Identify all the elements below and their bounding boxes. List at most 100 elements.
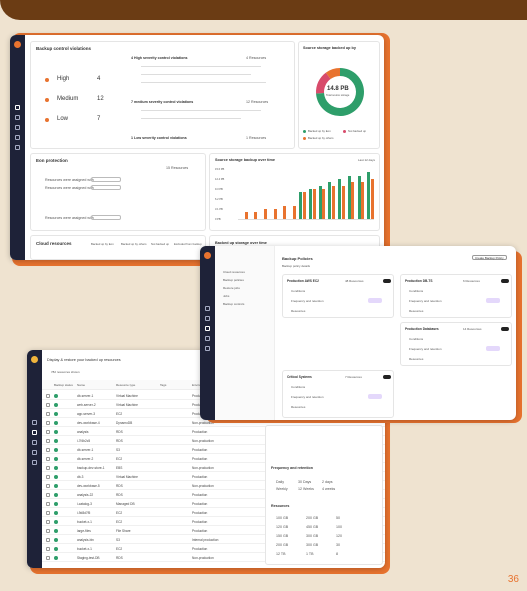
policy-toggle[interactable] xyxy=(501,327,509,331)
policy-conditions[interactable]: Conditions xyxy=(291,289,306,293)
bar-mark xyxy=(263,209,267,219)
policy-frequency[interactable]: Frequency and retention xyxy=(409,347,442,351)
resources-icon[interactable] xyxy=(15,115,20,120)
table-row[interactable]: dev-workbase-4 DynamoDB Non-production xyxy=(42,419,385,427)
policy-card[interactable]: Critical Systems 7 Resources Conditions … xyxy=(282,370,394,418)
row-checkbox[interactable] xyxy=(46,520,50,524)
table-row[interactable]: Staging-test-DB RDS Non-production xyxy=(42,554,385,562)
policy-toggle[interactable] xyxy=(383,375,391,379)
row-checkbox[interactable] xyxy=(46,457,50,461)
row-checkbox[interactable] xyxy=(46,439,50,443)
policy-resources[interactable]: Resources xyxy=(291,309,306,313)
settings-icon[interactable] xyxy=(205,346,210,351)
row-checkbox[interactable] xyxy=(46,466,50,470)
policy-conditions[interactable]: Conditions xyxy=(291,385,306,389)
dashboard-icon[interactable] xyxy=(15,105,20,110)
policy-frequency[interactable]: Frequency and retention xyxy=(409,299,442,303)
row-checkbox[interactable] xyxy=(46,556,50,560)
jobs-icon[interactable] xyxy=(205,336,210,341)
table-row[interactable]: i-catalog-3 Managed DB Production xyxy=(42,500,385,508)
policies-screenshot: Cloud resources Backup policies Restore … xyxy=(200,246,516,420)
search-icon[interactable] xyxy=(32,440,37,445)
row-checkbox[interactable] xyxy=(46,484,50,488)
row-checkbox[interactable] xyxy=(46,547,50,551)
group-title-medium[interactable]: 7 medium severity control violations xyxy=(131,100,194,104)
col-tags[interactable]: Tags xyxy=(160,383,167,387)
nav-controls[interactable]: Backup controls xyxy=(223,302,245,306)
policy-card[interactable]: Production DB-TS 6 Resources Conditions … xyxy=(400,274,512,318)
size-value: 8 xyxy=(336,552,338,556)
table-row[interactable]: analysis RDS Production xyxy=(42,428,385,436)
policy-pill[interactable] xyxy=(91,215,121,220)
row-checkbox[interactable] xyxy=(46,502,50,506)
row-checkbox[interactable] xyxy=(46,511,50,515)
resources-icon[interactable] xyxy=(205,316,210,321)
policy-frequency[interactable]: Frequency and retention xyxy=(291,299,324,303)
table-row[interactable]: i-7f4b2c5 RDS Non-production xyxy=(42,437,385,445)
search-icon[interactable] xyxy=(15,125,20,130)
row-checkbox[interactable] xyxy=(46,394,50,398)
row-checkbox[interactable] xyxy=(46,430,50,434)
group-title-low[interactable]: 1 Low severity control violations xyxy=(131,136,187,140)
row-checkbox[interactable] xyxy=(46,538,50,542)
policy-conditions[interactable]: Conditions xyxy=(409,289,424,293)
nav-jobs[interactable]: Jobs xyxy=(223,294,230,298)
settings-icon[interactable] xyxy=(32,460,37,465)
detail-freq-title[interactable]: Frequency and retention xyxy=(271,466,313,470)
table-row[interactable]: analysis-bin S3 Internal production xyxy=(42,536,385,544)
row-checkbox[interactable] xyxy=(46,529,50,533)
medium-dot xyxy=(45,98,49,102)
detail-res-title[interactable]: Resources xyxy=(271,504,290,508)
dashboard-icon[interactable] xyxy=(205,306,210,311)
row-checkbox[interactable] xyxy=(46,475,50,479)
policy-pill[interactable] xyxy=(91,185,121,190)
policy-resources[interactable]: Resources xyxy=(409,357,424,361)
jobs-icon[interactable] xyxy=(32,450,37,455)
policy-toggle[interactable] xyxy=(501,279,509,283)
jobs-icon[interactable] xyxy=(15,135,20,140)
backup-status-icon xyxy=(54,538,58,542)
table-row[interactable]: bucket-x-1 EC2 Production xyxy=(42,518,385,526)
bar-mark xyxy=(341,185,345,219)
row-checkbox[interactable] xyxy=(46,412,50,416)
nav-restore[interactable]: Restore jobs xyxy=(223,286,240,290)
policy-card[interactable]: Production AWS EC2 48 Resources Conditio… xyxy=(282,274,394,318)
policy-resources[interactable]: Resources xyxy=(409,309,424,313)
table-row[interactable]: dev-workbase-5 RDS Non-production xyxy=(42,482,385,490)
severity-high-label: High xyxy=(57,76,70,82)
row-checkbox[interactable] xyxy=(46,403,50,407)
col-type[interactable]: Resource type xyxy=(116,383,136,387)
row-checkbox[interactable] xyxy=(46,421,50,425)
policy-pill[interactable] xyxy=(91,177,121,182)
policy-conditions[interactable]: Conditions xyxy=(409,337,424,341)
table-row[interactable]: bucket-x-1 EC2 Production xyxy=(42,545,385,553)
policy-frequency[interactable]: Frequency and retention xyxy=(291,395,324,399)
table-row[interactable]: db-server-2 EC2 Production xyxy=(42,455,385,463)
row-checkbox[interactable] xyxy=(46,493,50,497)
table-row[interactable]: db-3 Virtual Machine Production xyxy=(42,473,385,481)
group-title-high[interactable]: 4 High severity control violations xyxy=(131,56,188,60)
policy-resources[interactable]: Resources xyxy=(291,405,306,409)
resources-icon[interactable] xyxy=(32,430,37,435)
bar-mark xyxy=(322,189,326,219)
settings-icon[interactable] xyxy=(15,145,20,150)
table-row[interactable]: db-server-1 S3 Production xyxy=(42,446,385,454)
policies-icon[interactable] xyxy=(205,326,210,331)
cloud-legend-1: Backed up by Eon xyxy=(91,242,114,246)
col-status[interactable]: Backup status xyxy=(54,383,73,387)
table-row[interactable]: large-files File Share Production xyxy=(42,527,385,535)
table-row[interactable]: analysis-22 RDS Production xyxy=(42,491,385,499)
policy-toggle[interactable] xyxy=(383,279,391,283)
nav-policies[interactable]: Backup policies xyxy=(223,278,244,282)
dashboard-icon[interactable] xyxy=(32,420,37,425)
row-checkbox[interactable] xyxy=(46,448,50,452)
col-name[interactable]: Name xyxy=(77,383,86,387)
table-row[interactable]: backup-dev-store-1 EBS Non-production xyxy=(42,464,385,472)
backup-status-icon xyxy=(54,511,58,515)
policy-card[interactable]: Production Databases 14 Resources Condit… xyxy=(400,322,512,366)
table-row[interactable]: i-9d8d7f5 EC2 Production xyxy=(42,509,385,517)
range-select[interactable]: Last 12 days xyxy=(358,158,376,162)
row-env: Production xyxy=(192,520,208,524)
create-policy-button[interactable]: Create Backup Policy xyxy=(472,255,507,260)
nav-cloud[interactable]: Cloud resources xyxy=(223,270,245,274)
